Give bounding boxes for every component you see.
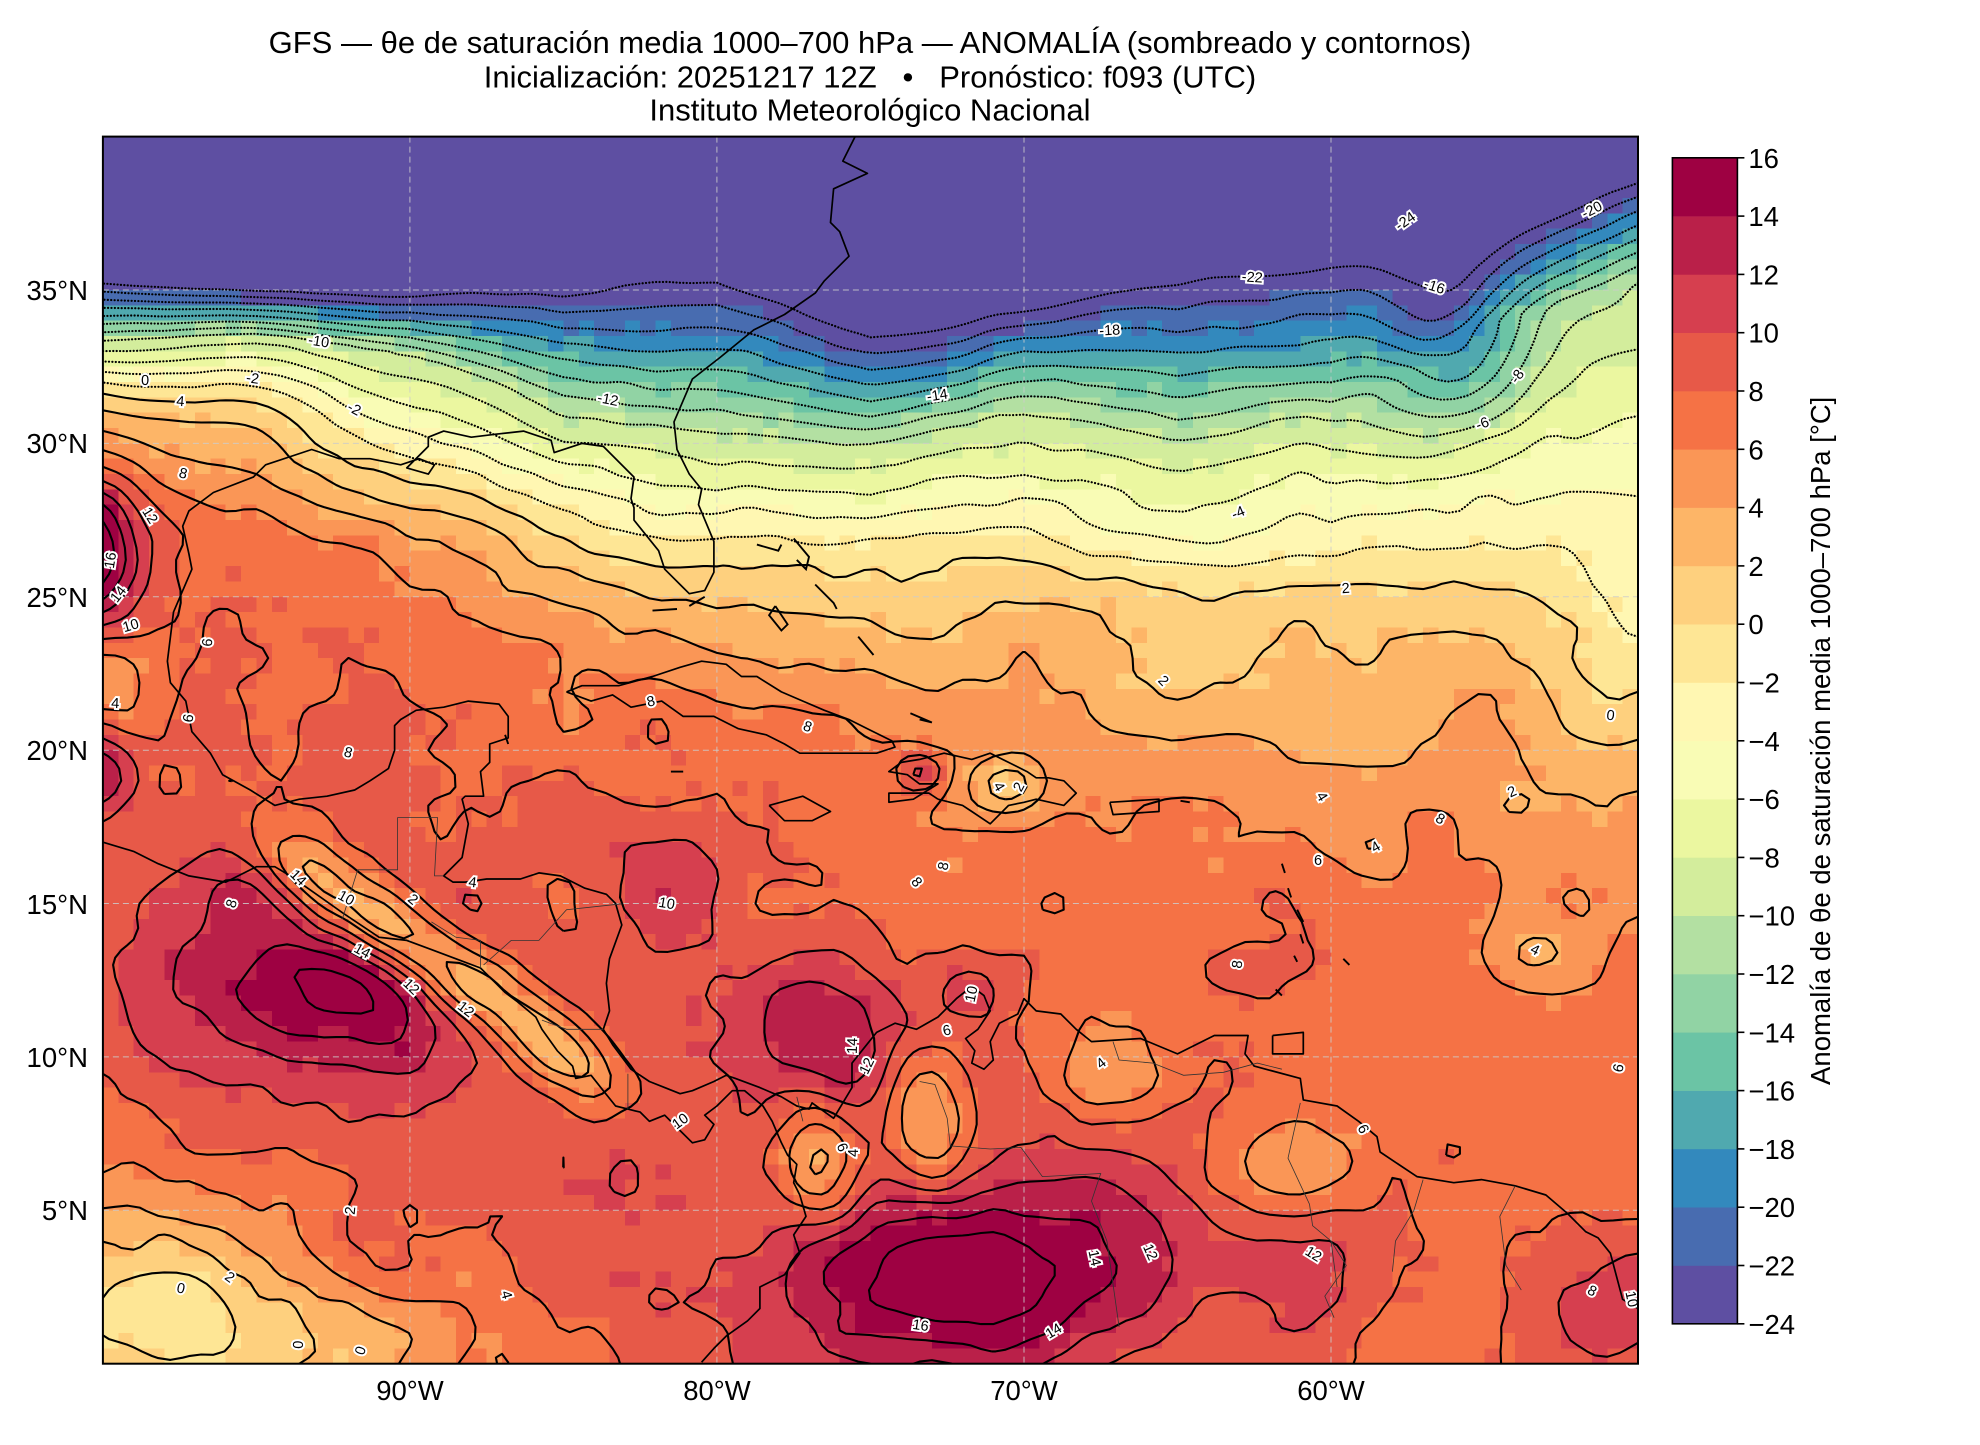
svg-text:60°W: 60°W: [1297, 1375, 1365, 1406]
svg-text:70°W: 70°W: [990, 1375, 1058, 1406]
svg-text:0: 0: [141, 373, 149, 389]
svg-text:−8: −8: [1748, 842, 1779, 873]
svg-text:10: 10: [1621, 1290, 1640, 1309]
svg-text:10: 10: [1748, 318, 1779, 349]
svg-text:-2: -2: [245, 370, 260, 388]
svg-text:35°N: 35°N: [27, 275, 88, 306]
svg-text:−18: −18: [1748, 1134, 1795, 1165]
svg-text:10: 10: [963, 985, 982, 1004]
svg-text:−10: −10: [1748, 901, 1795, 932]
svg-text:-18: -18: [1099, 322, 1121, 339]
svg-text:−24: −24: [1748, 1309, 1795, 1340]
svg-text:6: 6: [1314, 853, 1322, 869]
svg-text:-12: -12: [596, 390, 620, 410]
svg-text:14: 14: [845, 1038, 862, 1055]
svg-text:2: 2: [1341, 581, 1350, 598]
svg-text:16: 16: [911, 1317, 929, 1335]
svg-text:2: 2: [343, 1206, 360, 1215]
svg-text:-14: -14: [926, 387, 949, 406]
svg-text:10: 10: [121, 616, 141, 636]
svg-text:16: 16: [1748, 143, 1779, 174]
svg-text:10: 10: [657, 895, 676, 914]
svg-text:−22: −22: [1748, 1251, 1795, 1282]
svg-text:20°N: 20°N: [27, 735, 88, 766]
svg-text:8: 8: [1748, 376, 1763, 407]
svg-text:14: 14: [1084, 1249, 1103, 1268]
svg-text:90°W: 90°W: [376, 1375, 444, 1406]
svg-text:Instituto Meteorológico Nacion: Instituto Meteorológico Nacional: [649, 93, 1090, 128]
svg-text:4: 4: [1748, 493, 1763, 524]
svg-text:−20: −20: [1748, 1192, 1795, 1223]
svg-text:-10: -10: [307, 333, 330, 352]
svg-text:-22: -22: [1241, 269, 1263, 286]
svg-text:0: 0: [291, 1340, 307, 1349]
svg-text:5°N: 5°N: [42, 1195, 88, 1226]
svg-text:15°N: 15°N: [27, 889, 88, 920]
svg-text:2: 2: [1748, 551, 1763, 582]
svg-text:14: 14: [1748, 201, 1779, 232]
svg-text:GFS — θe de saturación media 1: GFS — θe de saturación media 1000–700 hP…: [269, 25, 1472, 60]
svg-text:80°W: 80°W: [683, 1375, 751, 1406]
svg-text:Anomalía de θe de saturación m: Anomalía de θe de saturación media 1000–…: [1805, 397, 1836, 1085]
svg-text:−12: −12: [1748, 959, 1795, 990]
svg-text:6: 6: [200, 638, 217, 648]
svg-text:−6: −6: [1748, 784, 1779, 815]
svg-text:−4: −4: [1748, 726, 1779, 757]
svg-text:12: 12: [1748, 259, 1779, 290]
svg-text:30°N: 30°N: [27, 428, 88, 459]
svg-text:10°N: 10°N: [27, 1042, 88, 1073]
svg-text:Inicialización: 20251217 12Z: Inicialización: 20251217 12Z • Pronóstic…: [484, 60, 1256, 95]
svg-text:4: 4: [846, 1149, 862, 1157]
svg-text:4: 4: [111, 696, 120, 712]
svg-text:0: 0: [1748, 609, 1763, 640]
svg-text:4: 4: [176, 394, 185, 411]
svg-text:−2: −2: [1748, 668, 1779, 699]
svg-text:6: 6: [1748, 434, 1763, 465]
svg-text:25°N: 25°N: [27, 582, 88, 613]
svg-text:16: 16: [102, 551, 120, 569]
svg-text:−16: −16: [1748, 1076, 1795, 1107]
svg-text:−14: −14: [1748, 1017, 1795, 1048]
